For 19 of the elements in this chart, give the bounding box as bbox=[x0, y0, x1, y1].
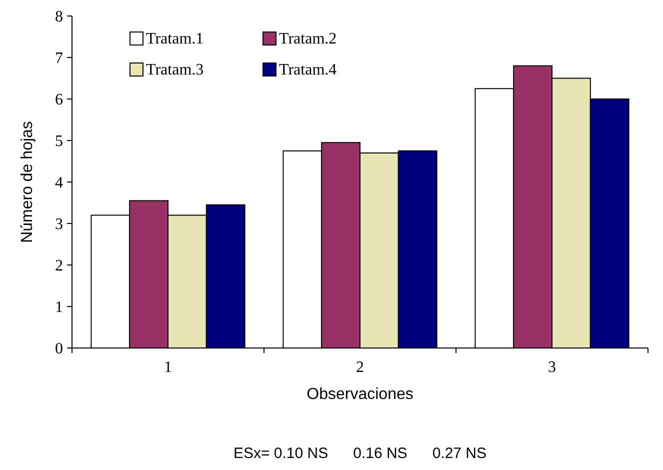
x-tick-label: 1 bbox=[164, 359, 172, 376]
legend-label: Tratam.2 bbox=[279, 30, 337, 48]
y-tick-label: 6 bbox=[55, 92, 63, 109]
y-tick-label: 7 bbox=[55, 50, 63, 68]
y-tick-label: 5 bbox=[55, 133, 63, 150]
x-tick-label: 2 bbox=[356, 359, 364, 376]
y-tick-label: 4 bbox=[55, 174, 63, 192]
y-tick-label: 3 bbox=[55, 216, 63, 234]
x-axis-title: Observaciones bbox=[306, 386, 414, 403]
y-tick-label: 8 bbox=[55, 8, 63, 26]
legend-label: Tratam.4 bbox=[279, 62, 337, 79]
y-tick-label: 2 bbox=[55, 258, 63, 275]
legend-label: Tratam.3 bbox=[146, 62, 204, 79]
y-tick-label: 0 bbox=[55, 340, 63, 358]
y-axis-title: Número de hojas bbox=[19, 121, 36, 243]
text: ESx= 0.10 NS 0.16 NS 0.27 NS bbox=[233, 445, 487, 462]
y-tick-label: 1 bbox=[55, 299, 63, 316]
legend-label: Tratam.1 bbox=[146, 30, 204, 48]
x-tick-label: 3 bbox=[548, 359, 556, 376]
